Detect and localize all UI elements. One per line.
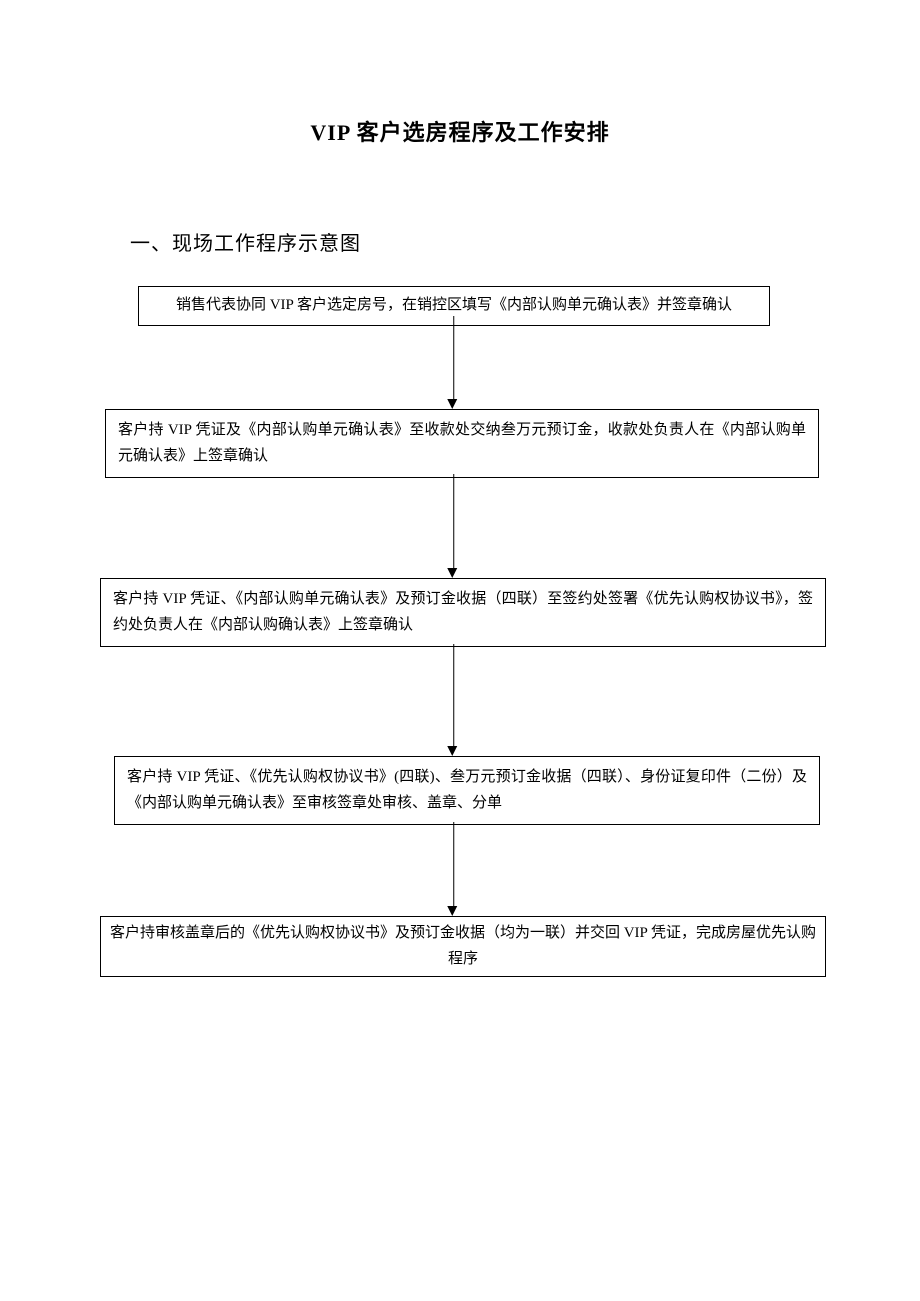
arrow-line (454, 316, 455, 399)
flowchart-arrow-4 (451, 822, 457, 916)
flowchart-node-step2: 客户持 VIP 凭证及《内部认购单元确认表》至收款处交纳叁万元预订金，收款处负责… (105, 409, 819, 478)
arrow-head-icon (447, 568, 457, 578)
arrow-head-icon (447, 746, 457, 756)
arrow-head-icon (447, 399, 457, 409)
arrow-head-icon (447, 906, 457, 916)
flowchart-arrow-2 (451, 474, 457, 578)
section-title: 一、现场工作程序示意图 (0, 147, 920, 256)
flowchart-node-step5: 客户持审核盖章后的《优先认购权协议书》及预订金收据（均为一联）并交回 VIP 凭… (100, 916, 826, 977)
page-title: VIP 客户选房程序及工作安排 (0, 0, 920, 147)
flowchart-arrow-1 (451, 316, 457, 409)
arrow-line (454, 474, 455, 568)
flowchart-node-step4: 客户持 VIP 凭证、《优先认购权协议书》(四联)、叁万元预订金收据（四联）、身… (114, 756, 820, 825)
arrow-line (454, 822, 455, 906)
arrow-line (454, 644, 455, 746)
flowchart-node-step3: 客户持 VIP 凭证、《内部认购单元确认表》及预订金收据（四联）至签约处签署《优… (100, 578, 826, 647)
flowchart-arrow-3 (451, 644, 457, 756)
